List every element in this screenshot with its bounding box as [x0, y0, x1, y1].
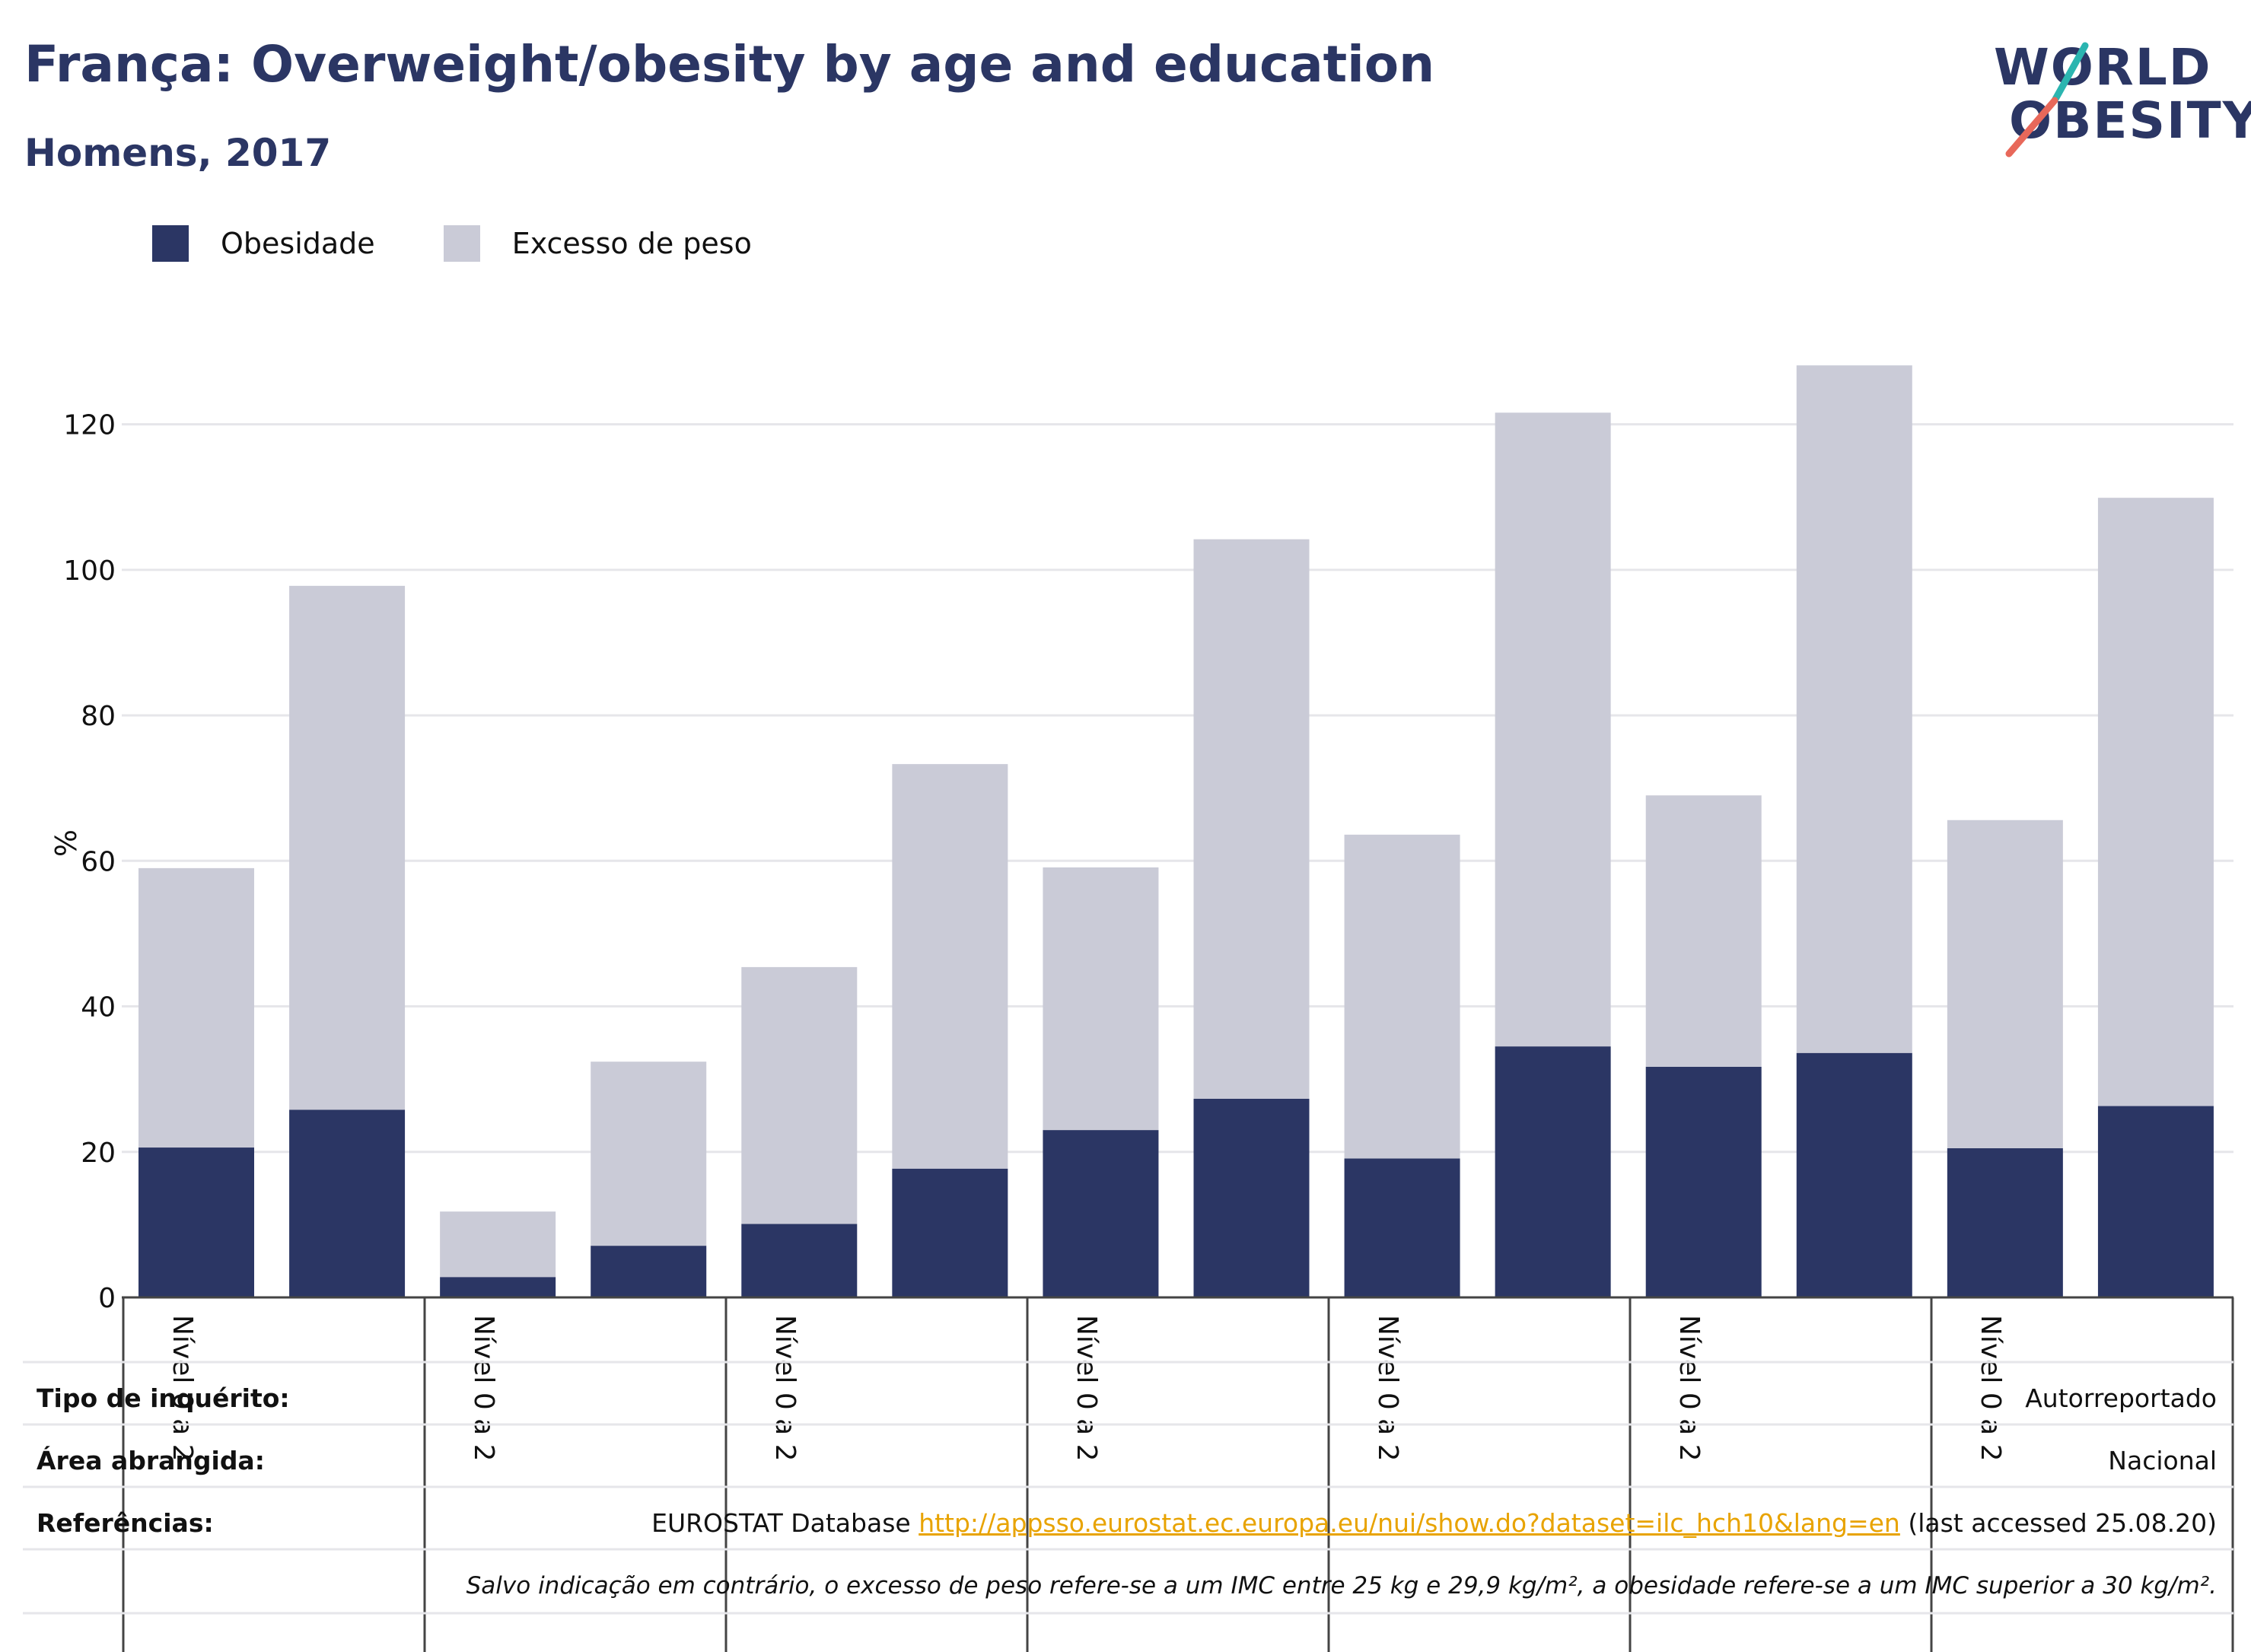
bar-overweight — [289, 585, 406, 1110]
bar-obesity — [138, 1147, 254, 1297]
references-link[interactable]: http://appsso.eurostat.ec.europa.eu/nui/… — [919, 1508, 1900, 1538]
references-prefix: EUROSTAT Database — [651, 1508, 919, 1538]
bar-obesity — [2097, 1106, 2214, 1297]
bar-overweight — [440, 1211, 556, 1278]
bar-overweight — [1947, 820, 2063, 1148]
bar-obesity — [289, 1109, 406, 1297]
bar-overweight — [741, 966, 858, 1224]
y-tick-label: 120 — [63, 410, 116, 441]
legend-label-obesity: Obesidade — [221, 227, 375, 260]
x-group-label: Nível 0 a 2 — [769, 1315, 801, 1462]
x-group-label: Nível 0 a 2 — [1975, 1315, 2006, 1462]
logo-line-1: WORLD — [1994, 38, 2212, 97]
survey-type-label: Tipo de inquérito: — [37, 1383, 290, 1413]
bar-obesity — [1495, 1046, 1611, 1297]
y-tick-label: 0 — [98, 1283, 116, 1314]
survey-type-value: Autorreportado — [2025, 1383, 2217, 1413]
y-tick-label: 40 — [81, 992, 116, 1023]
legend-label-overweight: Excesso de peso — [511, 227, 752, 260]
y-axis-label: % — [48, 829, 81, 857]
logo-slash-icon — [2005, 42, 2089, 158]
x-group-label: Nível 0 a 2 — [468, 1315, 499, 1462]
references-suffix: (last accessed 25.08.20) — [1899, 1508, 2217, 1538]
bar-overweight — [892, 764, 1008, 1169]
bar-overweight — [1796, 365, 1912, 1053]
bar-obesity — [1043, 1130, 1159, 1297]
chart-subtitle: Homens, 2017 — [24, 131, 332, 175]
legend-swatch-overweight — [443, 225, 480, 262]
y-tick-label: 20 — [81, 1138, 116, 1169]
bar-obesity — [1947, 1147, 2063, 1297]
references-value: EUROSTAT Database http://appsso.eurostat… — [651, 1508, 2217, 1538]
bar-overweight — [1043, 867, 1159, 1131]
bar-obesity — [440, 1277, 556, 1297]
y-tick-label: 100 — [63, 555, 116, 587]
bar-overweight — [1344, 834, 1460, 1159]
bar-overweight — [1645, 795, 1762, 1067]
bar-obesity — [892, 1168, 1008, 1297]
chart-title: França: Overweight/obesity by age and ed… — [24, 35, 1435, 94]
coverage-label: Área abrangida: — [37, 1446, 265, 1475]
bar-overweight — [2097, 498, 2214, 1106]
bar-obesity — [1344, 1158, 1460, 1297]
references-label: Referências: — [37, 1508, 214, 1538]
bar-overweight — [138, 867, 254, 1148]
logo-line-2: OBESITY — [2009, 91, 2251, 150]
bar-overweight — [1193, 539, 1310, 1099]
x-group-label: Nível 0 a 2 — [1071, 1315, 1102, 1462]
x-group-label: Nível 0 a 2 — [1673, 1315, 1705, 1462]
bar-overweight — [1495, 412, 1611, 1047]
legend-item-overweight: Excesso de peso — [443, 225, 752, 262]
world-obesity-logo: WORLD OBESITY — [1979, 27, 2251, 164]
bmi-definition-note: Salvo indicação em contrário, o excesso … — [466, 1572, 2217, 1599]
bar-obesity — [1193, 1098, 1310, 1297]
chart-legend: Obesidade Excesso de peso — [152, 225, 798, 262]
x-group-label: Nível 0 a 2 — [167, 1315, 198, 1462]
bar-overweight — [591, 1062, 707, 1246]
y-tick-label: 80 — [81, 701, 116, 732]
bar-obesity — [1796, 1052, 1912, 1297]
bar-obesity — [1645, 1066, 1762, 1297]
legend-swatch-obesity — [152, 225, 189, 262]
x-group-label: Nível 0 a 2 — [1372, 1315, 1403, 1462]
bar-obesity — [591, 1246, 707, 1297]
bar-obesity — [741, 1224, 858, 1297]
y-tick-label: 60 — [81, 846, 116, 877]
coverage-value: Nacional — [2108, 1446, 2217, 1475]
legend-item-obesity: Obesidade — [152, 225, 375, 262]
